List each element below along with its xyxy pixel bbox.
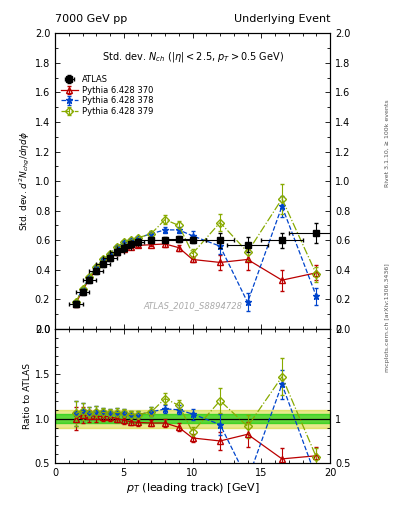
Y-axis label: Ratio to ATLAS: Ratio to ATLAS (23, 363, 32, 429)
Text: Underlying Event: Underlying Event (233, 14, 330, 25)
X-axis label: $p_T$ (leading track) [GeV]: $p_T$ (leading track) [GeV] (126, 481, 259, 495)
Bar (55, 410, 330, 428)
Text: ATLAS_2010_S8894728: ATLAS_2010_S8894728 (143, 301, 242, 310)
Y-axis label: Std. dev. $d^2N_{chg}/d\eta d\phi$: Std. dev. $d^2N_{chg}/d\eta d\phi$ (18, 131, 32, 231)
Legend: ATLAS, Pythia 6.428 370, Pythia 6.428 378, Pythia 6.428 379: ATLAS, Pythia 6.428 370, Pythia 6.428 37… (58, 72, 157, 119)
Text: Std. dev. $N_{ch}$ ($|\eta| < 2.5$, $p_T > 0.5$ GeV): Std. dev. $N_{ch}$ ($|\eta| < 2.5$, $p_T… (102, 50, 283, 63)
Bar (55, 414, 330, 423)
Text: 7000 GeV pp: 7000 GeV pp (55, 14, 127, 25)
Text: Rivet 3.1.10, ≥ 100k events: Rivet 3.1.10, ≥ 100k events (385, 99, 389, 187)
Text: mcplots.cern.ch [arXiv:1306.3436]: mcplots.cern.ch [arXiv:1306.3436] (385, 263, 389, 372)
